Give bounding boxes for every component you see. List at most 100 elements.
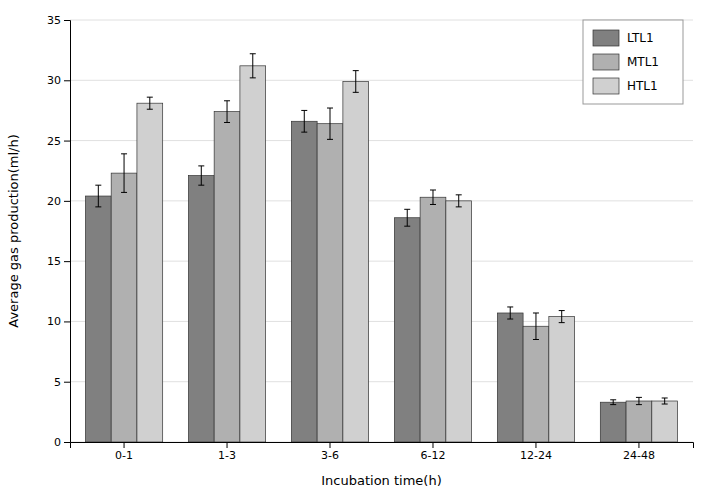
error-bar-cap xyxy=(559,310,565,311)
bar xyxy=(343,81,369,442)
error-bar xyxy=(559,311,565,323)
error-bar-stem xyxy=(664,398,665,404)
tick-label: 10 xyxy=(47,315,61,328)
bar xyxy=(549,317,575,442)
bar xyxy=(446,201,472,442)
grid-line xyxy=(70,140,693,141)
error-bar-cap xyxy=(636,404,642,405)
bar xyxy=(497,313,523,442)
error-bar-stem xyxy=(638,397,639,404)
error-bar-stem xyxy=(355,71,356,93)
y-axis-title: Average gas production(ml/h) xyxy=(6,134,21,327)
error-bar-cap xyxy=(456,194,462,195)
y-tick: 5 xyxy=(54,376,70,389)
error-bar-stem xyxy=(407,209,408,226)
error-bar-stem xyxy=(252,54,253,78)
error-bar-cap xyxy=(95,185,101,186)
error-bar-cap xyxy=(404,226,410,227)
error-bar-cap xyxy=(301,132,307,133)
x-tick: 3-6 xyxy=(321,442,339,462)
y-tick: 30 xyxy=(47,74,70,87)
plot: 0-11-33-66-1212-2424-4805101520253035LTL… xyxy=(47,14,694,462)
error-bar xyxy=(404,209,410,226)
x-tick: 1-3 xyxy=(218,442,236,462)
y-axis: 0 5 10 15 20 25 30 35 xyxy=(47,14,71,449)
y-tick: 25 xyxy=(47,135,70,148)
x-tick: 24-48 xyxy=(623,442,655,462)
error-bar-cap xyxy=(224,122,230,123)
y-tick: 35 xyxy=(47,14,70,27)
error-bar-stem xyxy=(149,97,150,109)
error-bar-cap xyxy=(224,100,230,101)
error-bar-cap xyxy=(610,404,616,405)
axis-line xyxy=(64,21,71,443)
legend-swatch xyxy=(593,54,619,70)
tick-mark xyxy=(535,442,536,448)
legend-item: LTL1 xyxy=(593,30,654,46)
y-tick: 0 xyxy=(54,436,70,449)
error-bar-cap xyxy=(430,190,436,191)
grid xyxy=(70,20,693,442)
error-bar-cap xyxy=(95,206,101,207)
bar xyxy=(420,197,446,442)
tick-mark xyxy=(64,201,70,202)
legend-swatch xyxy=(593,30,619,46)
error-bar xyxy=(95,185,101,207)
legend-label: LTL1 xyxy=(627,31,654,45)
error-bar-stem xyxy=(458,195,459,207)
error-bar xyxy=(353,71,359,93)
x-tick: 0-1 xyxy=(115,442,133,462)
bar xyxy=(188,176,214,442)
error-bar-cap xyxy=(121,192,127,193)
error-bar-cap xyxy=(327,139,333,140)
error-bar xyxy=(662,398,668,404)
grid-line xyxy=(70,381,693,382)
error-bar-stem xyxy=(330,108,331,139)
legend-item: HTL1 xyxy=(593,78,658,94)
tick-mark xyxy=(638,442,639,448)
error-bar-cap xyxy=(327,108,333,109)
error-bar-cap xyxy=(250,53,256,54)
tick-label: 0 xyxy=(54,436,61,449)
tick-mark xyxy=(64,20,70,21)
tick-label: 24-48 xyxy=(623,449,655,462)
error-bar-cap xyxy=(121,153,127,154)
error-bar-cap xyxy=(198,165,204,166)
y-tick: 15 xyxy=(47,255,70,268)
tick-mark xyxy=(124,442,125,448)
tick-mark xyxy=(227,442,228,448)
error-bar-cap xyxy=(533,312,539,313)
tick-mark xyxy=(64,321,70,322)
error-bar xyxy=(533,313,539,340)
tick-label: 15 xyxy=(47,255,61,268)
tick-mark xyxy=(64,80,70,81)
tick-label: 20 xyxy=(47,195,61,208)
error-bar-cap xyxy=(636,397,642,398)
x-tick: 6-12 xyxy=(421,442,446,462)
error-bar-stem xyxy=(432,190,433,204)
error-bar-cap xyxy=(662,397,668,398)
grid-line xyxy=(70,261,693,262)
tick-mark xyxy=(64,442,70,443)
error-bar-cap xyxy=(353,92,359,93)
tick-mark xyxy=(432,442,433,448)
legend-label: HTL1 xyxy=(627,79,658,93)
error-bar-stem xyxy=(304,110,305,132)
y-tick: 10 xyxy=(47,315,70,328)
bar xyxy=(214,112,240,442)
error-bar-cap xyxy=(198,185,204,186)
bar-series xyxy=(111,101,652,442)
bar xyxy=(137,103,163,442)
error-bar xyxy=(430,190,436,204)
error-bar-cap xyxy=(404,209,410,210)
error-bar xyxy=(327,108,333,139)
tick-label: 1-3 xyxy=(218,449,236,462)
error-bar-stem xyxy=(124,154,125,193)
tick-label: 6-12 xyxy=(421,449,446,462)
error-bar xyxy=(121,154,127,193)
bar xyxy=(85,196,111,442)
error-bar-cap xyxy=(559,322,565,323)
error-bar xyxy=(456,195,462,207)
bar xyxy=(394,218,420,442)
legend-item: MTL1 xyxy=(593,54,659,70)
